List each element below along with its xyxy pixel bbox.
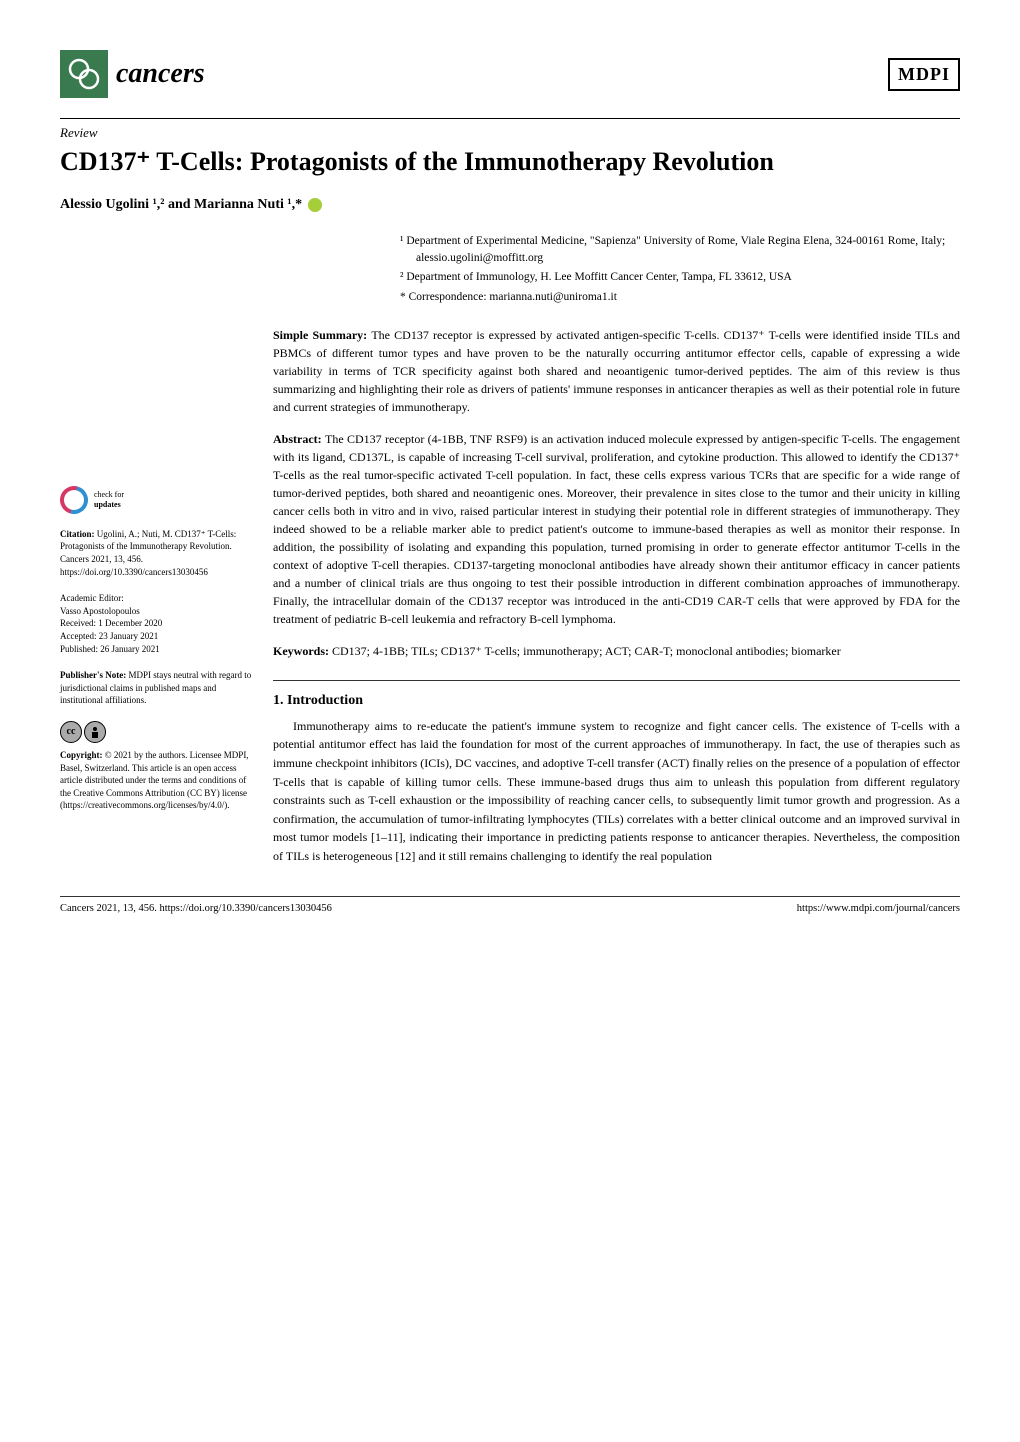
footer-left: Cancers 2021, 13, 456. https://doi.org/1… [60,903,332,914]
check-line2: updates [94,500,124,510]
affiliations: ¹ Department of Experimental Medicine, "… [400,233,960,306]
affiliation-2: ² Department of Immunology, H. Lee Moffi… [400,269,960,286]
section-1-body: Immunotherapy aims to re-educate the pat… [273,717,960,866]
article-type: Review [60,125,960,141]
journal-name: cancers [116,58,205,90]
citation-block: Citation: Ugolini, A.; Nuti, M. CD137⁺ T… [60,528,255,578]
by-icon [84,721,106,743]
keywords-text: CD137; 4-1BB; TILs; CD137⁺ T-cells; immu… [332,644,841,658]
abstract: Abstract: The CD137 receptor (4-1BB, TNF… [273,430,960,628]
check-updates-icon [60,486,88,514]
copyright-label: Copyright: [60,750,105,760]
divider [60,118,960,119]
authors-text: Alessio Ugolini ¹,² and Marianna Nuti ¹,… [60,197,302,212]
journal-logo: cancers [60,50,205,98]
section-1-heading: 1. Introduction [273,693,960,709]
page-footer: Cancers 2021, 13, 456. https://doi.org/1… [60,903,960,914]
abstract-text: The CD137 receptor (4-1BB, TNF RSF9) is … [273,432,960,626]
abstract-label: Abstract: [273,432,325,446]
keywords-label: Keywords: [273,644,332,658]
simple-summary-text: The CD137 receptor is expressed by activ… [273,328,960,414]
authors: Alessio Ugolini ¹,² and Marianna Nuti ¹,… [60,197,960,213]
simple-summary: Simple Summary: The CD137 receptor is ex… [273,326,960,416]
article-title: CD137⁺ T-Cells: Protagonists of the Immu… [60,145,960,179]
citation-label: Citation: [60,529,97,539]
section-divider [273,680,960,681]
publisher-note-label: Publisher's Note: [60,670,129,680]
footer-divider [60,896,960,897]
editor-label: Academic Editor: [60,592,255,605]
check-updates-badge[interactable]: check for updates [60,486,255,514]
editor-block: Academic Editor: Vasso Apostolopoulos Re… [60,592,255,655]
main-column: Simple Summary: The CD137 receptor is ex… [273,326,960,866]
affiliation-1: ¹ Department of Experimental Medicine, "… [400,233,960,268]
simple-summary-label: Simple Summary: [273,328,371,342]
page-header: cancers MDPI [60,50,960,98]
copyright-block: Copyright: © 2021 by the authors. Licens… [60,749,255,812]
accepted-date: Accepted: 23 January 2021 [60,630,255,643]
check-line1: check for [94,490,124,500]
published-date: Published: 26 January 2021 [60,643,255,656]
cc-icon: cc [60,721,82,743]
footer-right: https://www.mdpi.com/journal/cancers [797,903,960,914]
check-updates-text: check for updates [94,490,124,509]
correspondence: * Correspondence: marianna.nuti@uniroma1… [400,289,960,306]
publisher-logo: MDPI [888,58,960,91]
publisher-note-block: Publisher's Note: MDPI stays neutral wit… [60,669,255,707]
cc-license-badge: cc [60,721,255,743]
received-date: Received: 1 December 2020 [60,617,255,630]
main-content: check for updates Citation: Ugolini, A.;… [60,326,960,866]
journal-icon [60,50,108,98]
sidebar: check for updates Citation: Ugolini, A.;… [60,326,255,866]
editor-name: Vasso Apostolopoulos [60,605,255,618]
keywords: Keywords: CD137; 4-1BB; TILs; CD137⁺ T-c… [273,642,960,660]
orcid-icon [308,198,322,212]
